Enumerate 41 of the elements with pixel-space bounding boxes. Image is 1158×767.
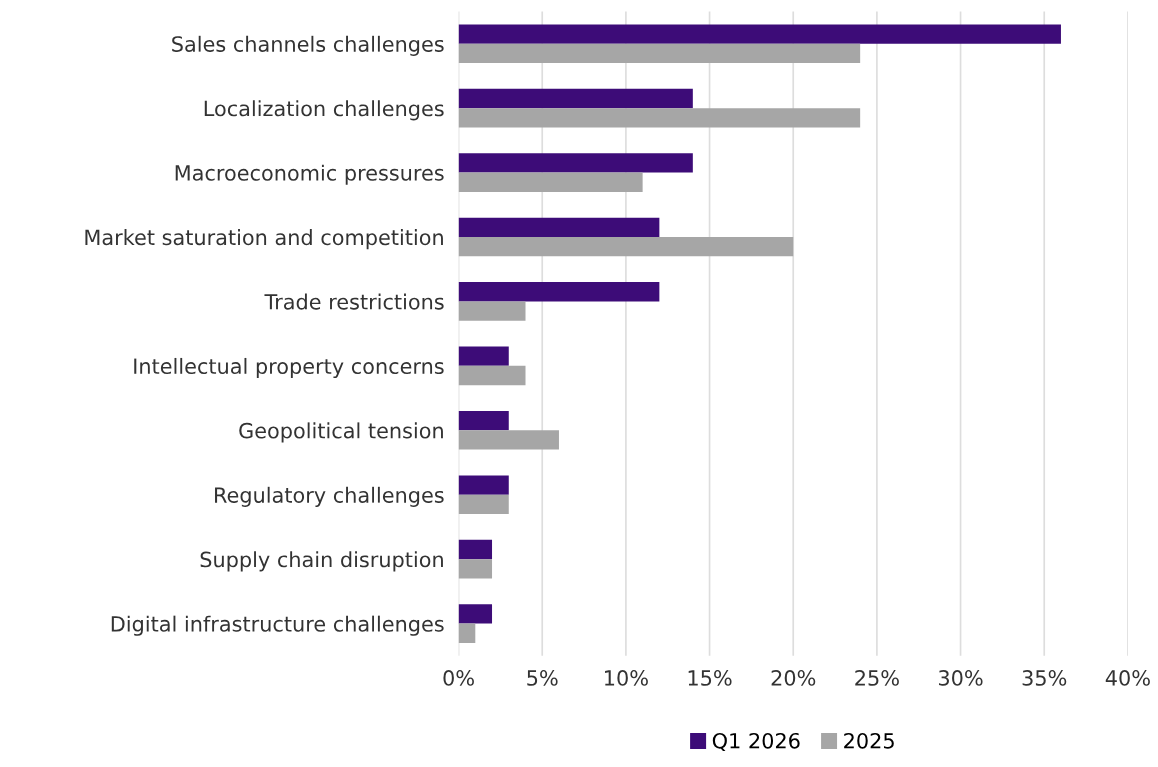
x-tick-label: 25% [855, 670, 899, 686]
y-tick-label: Macroeconomic pressures [175, 164, 444, 185]
x-tick-label: 40% [1105, 670, 1150, 686]
x-tick-label: 5% [527, 670, 558, 686]
y-tick-label: Regulatory challenges [215, 486, 444, 507]
bar [458, 153, 693, 173]
bar [458, 88, 693, 109]
y-tick-label: Intellectual property concerns [134, 357, 444, 379]
bar [458, 559, 493, 579]
y-tick-label: Digital infrastructure challenges [111, 615, 444, 636]
bar [458, 623, 476, 643]
bar [458, 217, 660, 237]
bar [458, 539, 493, 560]
y-tick-label: Supply chain disruption [200, 551, 443, 572]
bar [458, 282, 660, 302]
y-tick-label: Localization challenges [204, 100, 444, 121]
bar [458, 108, 861, 128]
x-tick-label: 30% [939, 670, 983, 686]
legend-label: 2025 [844, 732, 894, 749]
x-tick-label: 35% [1022, 670, 1067, 686]
y-tick-label: Geopolitical tension [239, 422, 443, 443]
bar [458, 494, 509, 515]
y-tick-label: Sales channels challenges [172, 35, 444, 56]
bar [458, 172, 643, 192]
y-tick-label: Trade restrictions [264, 293, 444, 310]
bar [458, 43, 861, 64]
x-tick-label: 10% [605, 670, 648, 686]
x-tick-label: 20% [771, 670, 816, 686]
bar [458, 604, 493, 624]
legend-label: Q1 2026 [712, 732, 800, 752]
bar [458, 301, 526, 321]
bar [458, 365, 526, 386]
x-tick-label: 15% [688, 670, 732, 686]
bar [458, 410, 509, 431]
y-tick-label: Market saturation and competition [85, 229, 443, 250]
bar [458, 237, 794, 257]
x-tick-label: 0% [443, 670, 474, 686]
bar [458, 24, 1061, 44]
bar [458, 346, 509, 366]
bar [458, 475, 509, 495]
bar [458, 430, 559, 450]
